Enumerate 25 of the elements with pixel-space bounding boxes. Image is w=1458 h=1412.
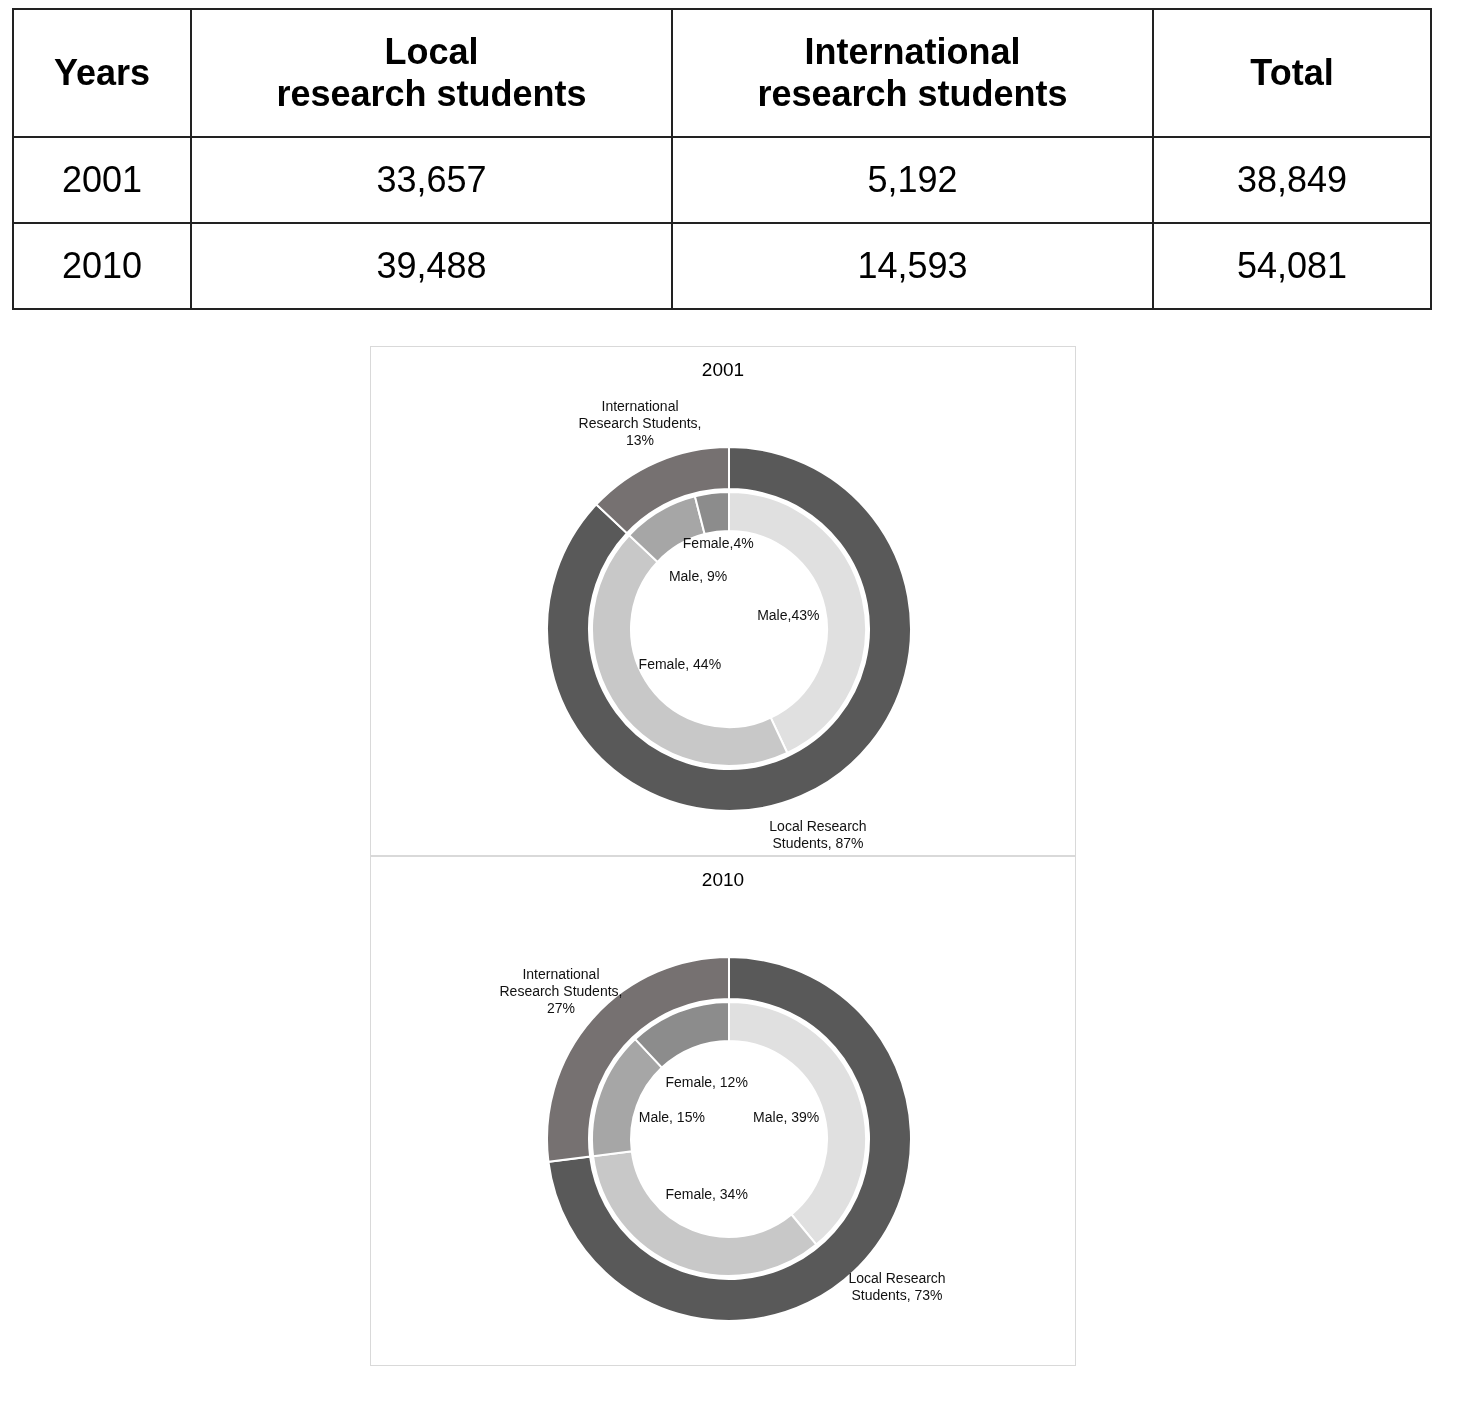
- slice-label: Male,43%: [757, 606, 820, 623]
- slice-label: Male, 9%: [668, 567, 728, 584]
- x-tick-label: Local research students: [275, 31, 588, 115]
- chart-title: 2010: [700, 868, 746, 891]
- slice-label: Female,4%: [682, 534, 754, 551]
- slice-label: Female, 44%: [638, 655, 722, 672]
- slice-label: International Research Students, 27%: [499, 965, 623, 1016]
- data-label: 39,488: [191, 223, 672, 309]
- slice-label: Female, 12%: [665, 1073, 748, 1090]
- data-label: 5,192: [672, 137, 1153, 223]
- slice-label: Male, 15%: [638, 1109, 705, 1126]
- data-label: 33,657: [191, 137, 672, 223]
- slice-label: International Research Students, 13%: [578, 398, 702, 449]
- x-tick-label: International research students: [756, 31, 1069, 115]
- slice-label: Female, 34%: [665, 1186, 748, 1203]
- slice-label: Local Research Students, 73%: [848, 1269, 946, 1303]
- y-axis-title: Years: [13, 9, 191, 137]
- data-label: 54,081: [1153, 223, 1431, 309]
- x-tick-label: Total: [1249, 52, 1335, 94]
- donut-slice: [546, 446, 912, 812]
- slice-label: Local Research Students, 87%: [769, 817, 867, 851]
- slice-label: Male, 39%: [753, 1109, 820, 1126]
- data-label: 14,593: [672, 223, 1153, 309]
- data-label: 38,849: [1153, 137, 1431, 223]
- chart-title: 2001: [700, 358, 746, 381]
